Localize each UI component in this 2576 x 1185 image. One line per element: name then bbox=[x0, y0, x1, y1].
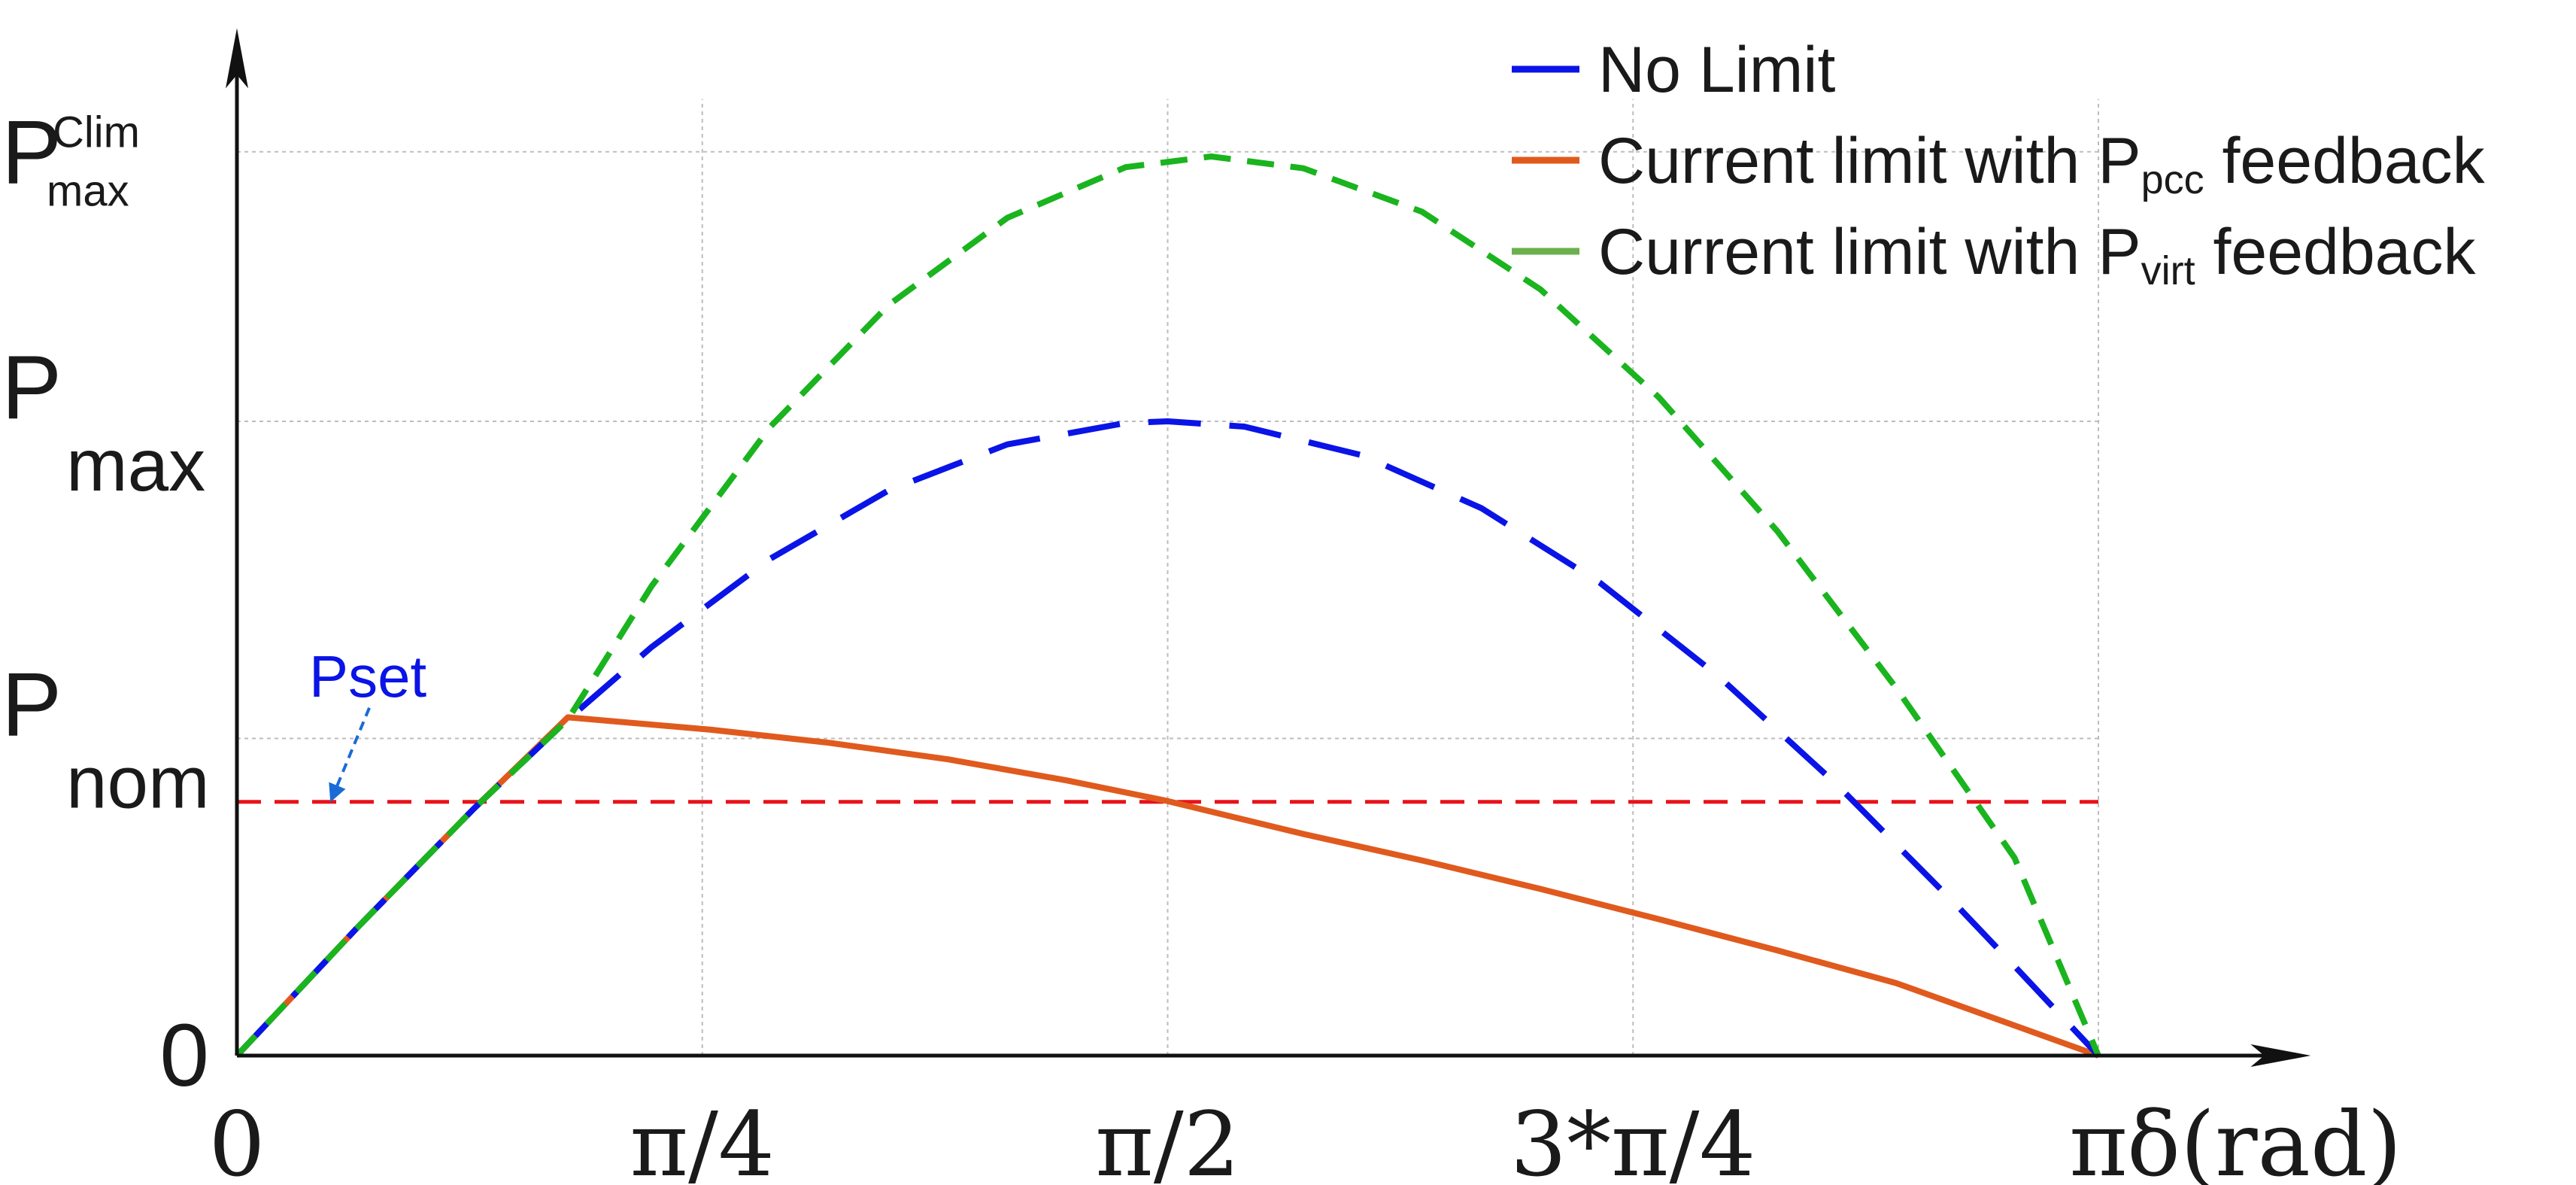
reference-lines: Pset bbox=[237, 643, 2098, 804]
x-tick-label: π/2 bbox=[1095, 1092, 1239, 1185]
y-tick-label: P bbox=[2, 102, 62, 203]
y-tick-label: 0 bbox=[159, 1006, 209, 1105]
legend-label-0: No Limit bbox=[1598, 34, 1836, 106]
legend: No Limit Current limit with Ppcc feedback… bbox=[1512, 34, 2486, 293]
x-tick-label: 3*π/4 bbox=[1510, 1092, 1755, 1185]
pset-label: Pset bbox=[309, 643, 426, 709]
x-axis-label: δ(rad) bbox=[2127, 1092, 2402, 1185]
pset-arrow bbox=[329, 707, 371, 803]
x-tick-label: π/4 bbox=[630, 1092, 775, 1185]
y-tick-label: P bbox=[2, 655, 62, 755]
y-tick-label-sub: nom bbox=[66, 741, 210, 824]
x-tick-labels: 0 π/4 π/2 3*π/4 π δ(rad) bbox=[208, 1092, 2402, 1185]
y-tick-label-sub: max bbox=[66, 424, 205, 506]
y-tick-label-sup: Clim bbox=[53, 108, 140, 157]
y-tick-label: P bbox=[2, 337, 62, 438]
x-tick-label: 0 bbox=[208, 1092, 265, 1185]
legend-label-2: Current limit with Pvirt feedback bbox=[1598, 216, 2477, 293]
x-tick-label: π bbox=[2069, 1092, 2128, 1185]
y-axis-arrow bbox=[226, 28, 248, 89]
y-tick-label-sub: max bbox=[47, 167, 129, 216]
axes bbox=[226, 28, 2311, 1067]
series-line-2 bbox=[235, 153, 2101, 1058]
x-axis-arrow bbox=[2250, 1044, 2311, 1067]
legend-label-1: Current limit with Ppcc feedback bbox=[1598, 125, 2486, 202]
series-lines bbox=[235, 153, 2101, 1059]
